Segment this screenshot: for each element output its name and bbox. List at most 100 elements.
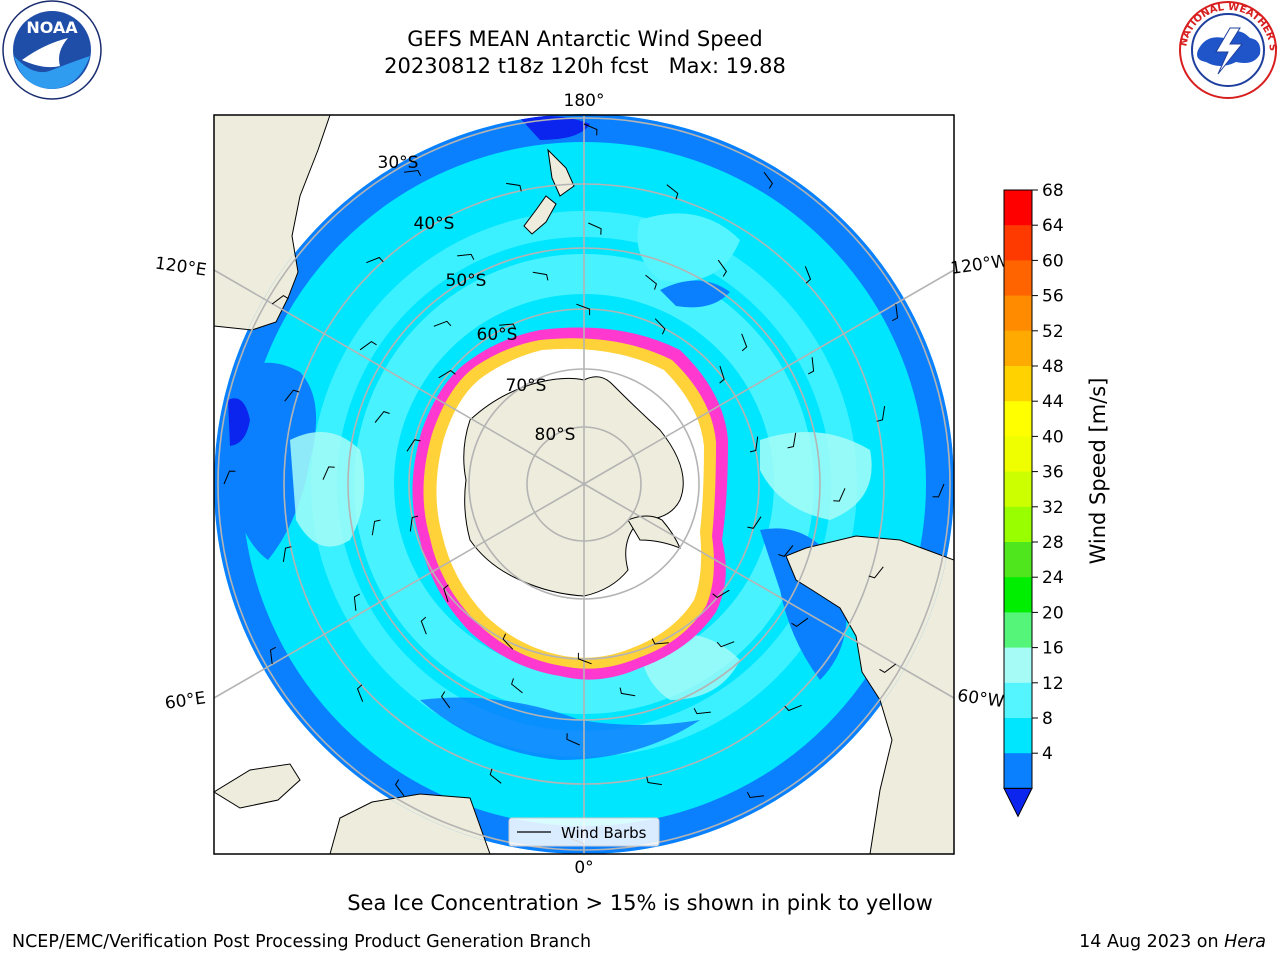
- wind-region-low-south: [420, 697, 700, 760]
- colorbar-block: [1004, 647, 1032, 684]
- lon-label-180: 180°: [564, 91, 605, 111]
- wind-barb: [499, 323, 517, 330]
- wind-barb: [457, 253, 475, 260]
- wind-barb: [868, 566, 884, 579]
- wind-barb: [646, 776, 662, 786]
- colorbar-block: [1004, 577, 1032, 613]
- colorbar-blocks: [1003, 189, 1033, 818]
- wind-barb: [717, 259, 728, 277]
- colorbar-block: [1004, 366, 1032, 402]
- wind-barb: [879, 663, 897, 674]
- wind-barb: [645, 274, 657, 290]
- lat-label-80s: 80°S: [535, 425, 576, 445]
- colorbar-tick-label: 24: [1042, 568, 1064, 588]
- wind-barb: [440, 691, 451, 709]
- wind-barb: [876, 406, 886, 422]
- colorbar-block: [1004, 330, 1032, 367]
- graticule: [213, 115, 955, 854]
- colorbar-tick-label: 64: [1042, 216, 1064, 236]
- wind-barb: [712, 589, 730, 599]
- national-weather-service-logo: NATIONAL WEATHER SERVICE: [1176, 0, 1278, 99]
- colorbar-tick-label: 4: [1042, 744, 1053, 764]
- colorbar-block: [1004, 225, 1032, 261]
- wind-min-west: [228, 398, 250, 446]
- wind-barb: [271, 294, 289, 305]
- wind-barb: [746, 791, 765, 799]
- wind-barb: [366, 256, 384, 264]
- run-date-text: 14 Aug 2023 on: [1079, 932, 1225, 952]
- colorbar-tick-label: 16: [1042, 639, 1064, 659]
- wind-barb: [787, 432, 797, 449]
- colorbar-tick-label: 60: [1042, 251, 1064, 271]
- colorbar-block: [1004, 295, 1032, 332]
- wind-barb: [511, 678, 523, 694]
- colorbar-tick-label: 68: [1042, 181, 1064, 201]
- wind-barb: [784, 704, 802, 712]
- wind-barb: [577, 652, 592, 665]
- chart-subtitle: 20230812 t18z 120h fcst Max: 19.88: [384, 54, 786, 78]
- sea-ice-note: Sea Ice Concentration > 15% is shown in …: [347, 891, 933, 915]
- noaa-logo: NOAA: [2, 0, 102, 100]
- wind-barb: [778, 545, 794, 557]
- wind-barb: [322, 466, 335, 480]
- chart-title: GEFS MEAN Antarctic Wind Speed: [407, 27, 763, 51]
- colorbar-block: [1004, 471, 1032, 508]
- colorbar-block: [1004, 436, 1032, 473]
- wind-barb: [359, 340, 377, 351]
- wind-barb: [356, 684, 364, 702]
- colorbar-block: [1004, 682, 1032, 719]
- new-zealand-land: [523, 148, 575, 235]
- wind-barb: [394, 779, 405, 797]
- colorbar-block: [1004, 401, 1032, 437]
- wind-barb: [420, 616, 427, 635]
- wind-barb: [433, 320, 452, 327]
- wind-barb: [502, 633, 514, 650]
- wind-barb: [749, 436, 759, 453]
- run-date: 14 Aug 2023 on Hera: [1079, 932, 1266, 952]
- wind-barb: [932, 483, 945, 498]
- wind-region-high-2: [637, 213, 740, 282]
- colorbar-block: [1004, 506, 1032, 543]
- wind-barb: [891, 303, 899, 322]
- wind-barb: [409, 515, 419, 532]
- wind-barb: [438, 369, 456, 379]
- wind-barb: [576, 303, 591, 316]
- wind-barb: [619, 687, 636, 697]
- wind-barb: [693, 708, 711, 715]
- lon-label-0: 0°: [574, 858, 593, 878]
- colorbar-block: [1004, 718, 1032, 754]
- colorbar-tick-label: 40: [1042, 427, 1064, 447]
- wind-barb: [353, 593, 360, 611]
- wind-barb: [443, 584, 449, 603]
- colorbar-outline: [1003, 189, 1033, 789]
- lat-label-70s: 70°S: [506, 376, 547, 396]
- wind-region-west: [228, 362, 317, 560]
- colorbar-tick-label: 48: [1042, 357, 1064, 377]
- colorbar-tick-label: 28: [1042, 533, 1064, 553]
- colorbar-tick-label: 44: [1042, 392, 1064, 412]
- credit-text: NCEP/EMC/Verification Post Processing Pr…: [12, 932, 592, 952]
- map-frame: [213, 114, 955, 855]
- colorbar-block: [1004, 190, 1032, 226]
- wind-region-high-1: [290, 432, 365, 547]
- wind-barb: [716, 641, 735, 648]
- machine-name: Hera: [1224, 932, 1266, 952]
- wind-region-high-3: [760, 432, 872, 520]
- lat-label-50s: 50°S: [446, 271, 487, 291]
- wind-min-north: [520, 116, 590, 140]
- colorbar-extend-min: [1003, 787, 1033, 818]
- wind-barb: [506, 182, 522, 192]
- wind-barb: [403, 169, 422, 177]
- wind-barb: [269, 646, 277, 665]
- wind-barb: [583, 123, 598, 136]
- colorbar-block: [1004, 753, 1032, 789]
- wind-barb: [654, 318, 666, 335]
- wind-barb: [651, 638, 669, 645]
- wind-barb: [666, 184, 679, 200]
- wind-barb: [808, 357, 815, 375]
- wind-barb: [406, 439, 421, 452]
- colorbar-block: [1004, 542, 1032, 578]
- colorbar-tick-label: 20: [1042, 603, 1064, 623]
- wind-barb: [566, 733, 580, 746]
